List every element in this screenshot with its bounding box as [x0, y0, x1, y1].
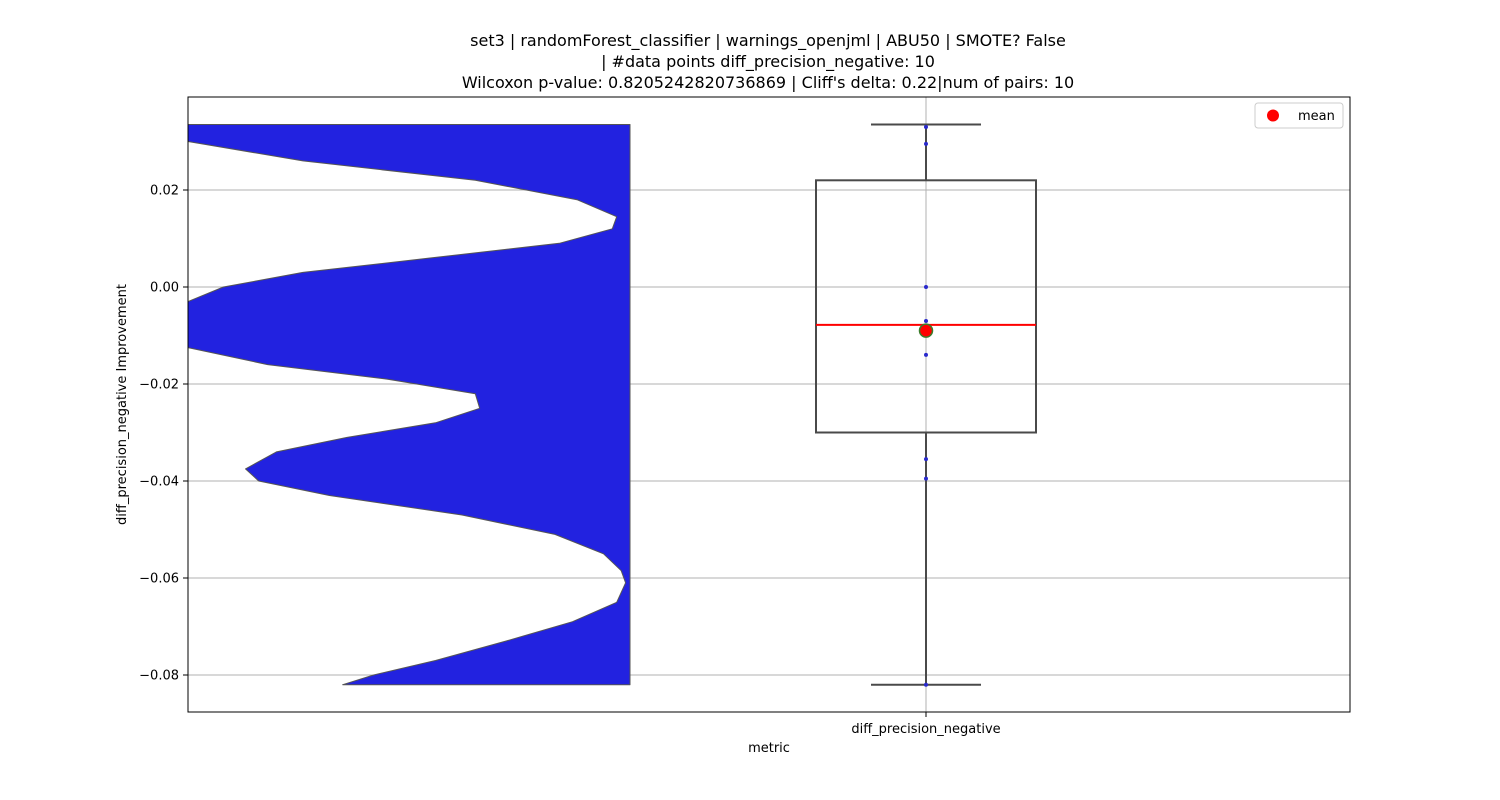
- title-line-2: | #data points diff_precision_negative: …: [601, 52, 935, 72]
- x-tick-label: diff_precision_negative: [851, 722, 1000, 737]
- title-line-3: Wilcoxon p-value: 0.8205242820736869 | C…: [462, 73, 1074, 92]
- x-axis-label: metric: [748, 741, 790, 756]
- plot-frame: [187, 96, 1351, 713]
- chart-title: set3 | randomForest_classifier | warning…: [462, 31, 1074, 92]
- y-tick-label: 0.00: [150, 281, 179, 296]
- y-tick-label: 0.02: [150, 184, 179, 199]
- legend-mean-label: mean: [1298, 109, 1335, 124]
- y-tick-label: −0.08: [139, 669, 179, 684]
- iqr-box: [815, 179, 1037, 434]
- grid-lines: [188, 97, 1350, 712]
- data-point: [924, 457, 928, 462]
- data-point: [924, 318, 928, 323]
- title-line-1: set3 | randomForest_classifier | warning…: [470, 31, 1066, 51]
- y-tick-label: −0.04: [139, 475, 179, 490]
- violin-body: [187, 124, 631, 686]
- data-point: [924, 124, 928, 129]
- data-point: [924, 352, 928, 357]
- data-points: [918, 124, 934, 687]
- data-point: [924, 682, 928, 687]
- legend: mean: [1254, 102, 1344, 129]
- legend-box: [1254, 102, 1344, 129]
- y-tick-label: −0.06: [139, 572, 179, 587]
- y-axis-ticks: 0.02 0.00 −0.02 −0.04 −0.06 −0.08: [139, 184, 188, 684]
- y-tick-label: −0.02: [139, 378, 179, 393]
- data-point: [924, 285, 928, 289]
- violin: [187, 124, 631, 686]
- legend-mean-marker: [1267, 109, 1279, 122]
- data-point: [924, 141, 928, 146]
- mean-marker: [918, 323, 934, 338]
- y-axis-label: diff_precision_negative Improvement: [115, 284, 130, 525]
- data-point: [924, 476, 928, 481]
